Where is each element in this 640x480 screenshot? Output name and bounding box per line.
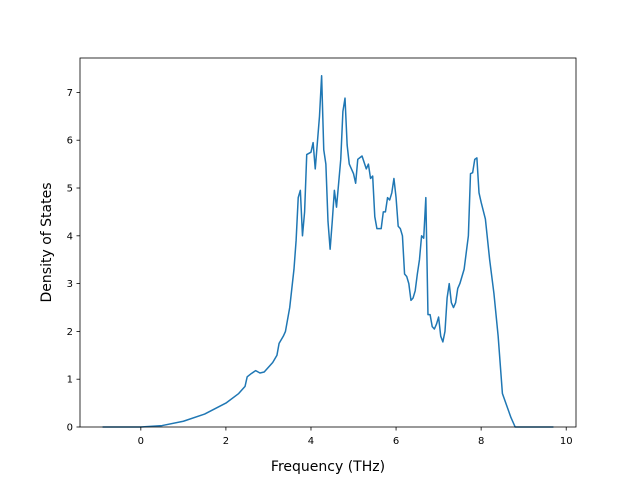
x-axis-label: Frequency (THz) — [271, 459, 385, 475]
y-tick-label: 0 — [67, 423, 73, 434]
y-tick-label: 2 — [67, 327, 73, 338]
x-tick-label: 10 — [560, 436, 573, 447]
y-tick-label: 5 — [67, 184, 73, 195]
x-tick-label: 0 — [138, 436, 144, 447]
y-tick-label: 1 — [67, 375, 73, 386]
y-axis-label: Density of States — [39, 183, 55, 303]
y-tick-label: 7 — [67, 88, 73, 99]
data-line — [102, 74, 554, 428]
x-tick-label: 8 — [478, 436, 484, 447]
plot-frame — [79, 57, 577, 428]
y-tick-label: 3 — [67, 279, 73, 290]
y-tick-label: 4 — [67, 231, 73, 242]
y-tick-label: 6 — [67, 136, 73, 147]
x-tick-label: 6 — [393, 436, 399, 447]
x-tick-label: 4 — [308, 436, 314, 447]
x-tick-label: 2 — [223, 436, 229, 447]
